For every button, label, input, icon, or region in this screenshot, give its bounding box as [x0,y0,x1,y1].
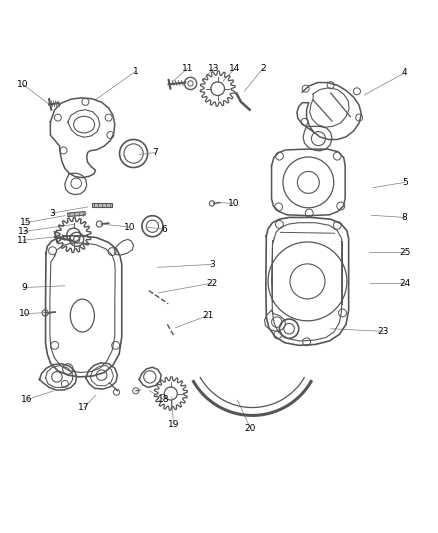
Text: 25: 25 [399,248,410,257]
Text: 3: 3 [209,260,215,269]
Text: 14: 14 [229,64,240,73]
Text: 15: 15 [20,218,31,227]
Text: 17: 17 [78,403,90,412]
Text: 11: 11 [182,64,193,73]
Text: 1: 1 [133,67,139,76]
Text: 13: 13 [18,227,30,236]
Text: 9: 9 [21,283,28,292]
Text: 20: 20 [245,424,256,433]
Text: 4: 4 [402,68,407,77]
Text: 10: 10 [124,223,135,231]
Text: 23: 23 [377,327,389,336]
Text: 22: 22 [206,279,218,288]
Text: 5: 5 [402,178,408,187]
Text: 16: 16 [21,395,33,404]
Text: 21: 21 [202,311,213,320]
Text: 3: 3 [49,208,56,217]
Bar [67,212,85,216]
Text: 24: 24 [399,279,410,288]
Text: 10: 10 [19,309,31,318]
Text: 6: 6 [161,225,167,234]
Text: 13: 13 [208,64,219,73]
Text: 2: 2 [260,64,265,73]
Text: 7: 7 [152,148,159,157]
Text: 10: 10 [228,199,240,208]
Text: 19: 19 [168,419,179,429]
Text: 11: 11 [17,236,28,245]
Text: 10: 10 [17,80,28,89]
Text: 8: 8 [402,213,408,222]
Text: 18: 18 [158,395,170,404]
Bar [92,203,112,207]
